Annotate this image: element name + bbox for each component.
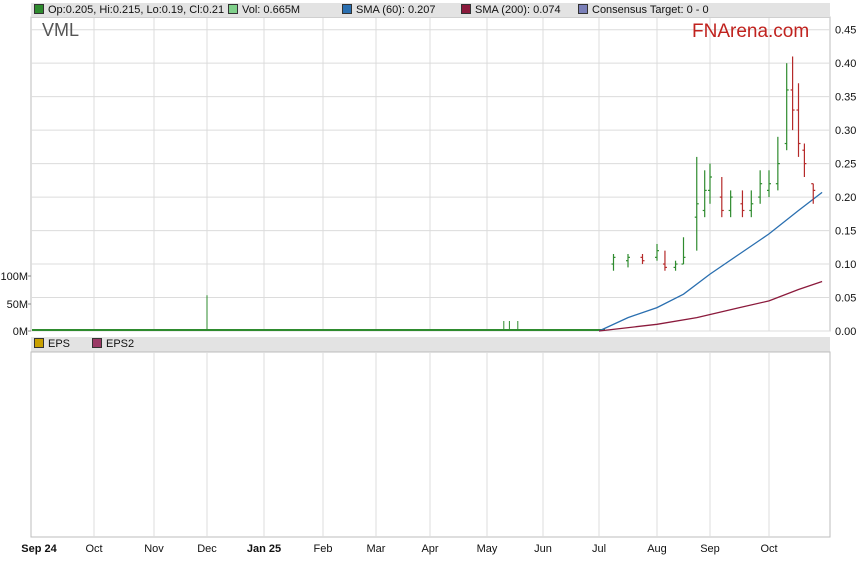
legend-item: SMA (200): 0.074 [461, 3, 561, 17]
x-tick-label: Oct [760, 543, 777, 555]
x-tick-label: Jan 25 [247, 543, 281, 555]
top-legend: Op:0.205, Hi:0.215, Lo:0.19, Cl:0.21 Vol:… [31, 3, 830, 18]
legend-label: SMA (60): 0.207 [356, 4, 436, 16]
volume-tick-label: 50M [7, 299, 28, 311]
x-tick-label: Dec [197, 543, 217, 555]
x-tick-label: Nov [144, 543, 164, 555]
x-tick-label: Jul [592, 543, 606, 555]
price-tick-label: 0.15 [835, 226, 856, 238]
ticker-symbol: VML [42, 20, 80, 40]
price-tick-label: 0.40 [835, 58, 856, 70]
price-tick-label: 0.10 [835, 259, 856, 271]
legend-label: EPS [48, 338, 71, 350]
brand-logo: FNArena.com [692, 21, 810, 42]
price-tick-label: 0.05 [835, 293, 856, 305]
legend-item: EPS [34, 337, 70, 351]
legend-swatch [92, 338, 102, 349]
legend-label: Op:0.205, Hi:0.215, Lo:0.19, Cl:0.21 [48, 4, 225, 16]
x-tick-label: Feb [314, 543, 333, 555]
legend-item: Vol: 0.665M [228, 3, 300, 17]
x-tick-label: Apr [421, 543, 438, 555]
price-tick-label: 0.35 [835, 92, 856, 104]
price-tick-label: 0.00 [835, 326, 856, 338]
legend-swatch [461, 4, 471, 15]
legend-item: SMA (60): 0.207 [342, 3, 436, 17]
price-tick-label: 0.25 [835, 159, 856, 171]
x-tick-label: Jun [534, 543, 552, 555]
x-tick-label: Sep 24 [21, 543, 57, 555]
price-tick-label: 0.45 [835, 25, 856, 37]
x-tick-label: Aug [647, 543, 667, 555]
legend-item: Consensus Target: 0 - 0 [578, 3, 709, 17]
price-tick-label: 0.30 [835, 125, 856, 137]
legend-label: SMA (200): 0.074 [475, 4, 561, 16]
volume-tick-label: 100M [0, 271, 28, 283]
legend-label: EPS2 [106, 338, 135, 350]
legend-item: EPS2 [92, 337, 134, 351]
legend-swatch [228, 4, 238, 15]
bottom-legend: EPS EPS2 [31, 337, 830, 352]
x-tick-label: Oct [85, 543, 102, 555]
x-tick-label: Mar [367, 543, 386, 555]
legend-swatch [34, 4, 44, 15]
legend-swatch [34, 338, 44, 349]
sma60-line [598, 191, 823, 332]
legend-swatch [578, 4, 588, 15]
price-tick-label: 0.20 [835, 192, 856, 204]
volume-tick-label: 0M [13, 326, 28, 338]
legend-item: Op:0.205, Hi:0.215, Lo:0.19, Cl:0.21 [34, 3, 224, 17]
legend-label: Consensus Target: 0 - 0 [592, 4, 709, 16]
legend-swatch [342, 4, 352, 15]
legend-label: Vol: 0.665M [242, 4, 301, 16]
x-tick-label: May [477, 543, 498, 555]
sma200-line [598, 280, 823, 332]
x-tick-label: Sep [700, 543, 720, 555]
